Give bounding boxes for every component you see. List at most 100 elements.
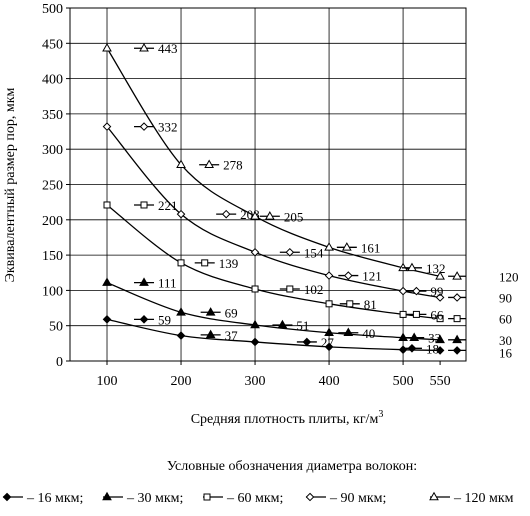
data-point (398, 286, 408, 296)
legend-entry: – 60 мкм; (226, 491, 283, 506)
data-label: 121 (362, 269, 382, 284)
legend-entry: – 16 мкм; (26, 491, 83, 506)
data-label: 139 (219, 256, 239, 271)
series-line (106, 126, 441, 299)
data-label: 27 (321, 335, 335, 350)
data-point (324, 271, 334, 280)
data-point (102, 43, 112, 52)
legend-entry: – 30 мкм; (126, 491, 183, 506)
data-label: 69 (225, 305, 238, 320)
callout-marker (201, 259, 209, 267)
x-tick-label: 400 (319, 374, 340, 389)
data-point (250, 247, 260, 257)
y-tick-label: 350 (42, 108, 63, 123)
series-30: 111 69 37 51 40 33 (102, 276, 445, 346)
series-end-label: 90 (499, 290, 512, 305)
y-tick-label: 450 (42, 37, 63, 52)
data-label: 66 (430, 307, 444, 322)
data-point (103, 201, 111, 209)
x-axis-label: Средняя плотность плиты, кг/м3 (191, 409, 384, 427)
end-label-marker (452, 293, 462, 302)
data-label: 102 (304, 282, 324, 297)
callout-marker (285, 247, 295, 257)
end-label-marker (452, 334, 462, 344)
callout-marker (139, 43, 149, 52)
data-label: 111 (158, 276, 177, 291)
data-point (324, 327, 334, 337)
x-tick-label: 200 (171, 374, 192, 389)
callout-marker (277, 319, 288, 329)
data-label: 33 (428, 331, 441, 346)
axis-tick-labels: 0 50 100 150 200 250 300 350 400 450 500 100 200 300 4… (42, 2, 451, 389)
y-tick-label: 150 (42, 249, 63, 264)
series-line (106, 47, 441, 277)
legend-title: Условные обозначения диаметра волокон: (167, 459, 417, 474)
legend-entry: – 120 мкм (453, 491, 514, 506)
y-tick-label: 0 (56, 355, 63, 370)
callout-marker (139, 122, 149, 131)
callout-marker (343, 327, 354, 337)
data-point (176, 307, 186, 316)
callout-marker (264, 211, 275, 220)
series-line (106, 204, 441, 320)
callout-marker (344, 271, 353, 280)
y-tick-label: 250 (42, 179, 63, 194)
data-label: 99 (430, 284, 443, 299)
data-point (435, 271, 445, 280)
y-tick-label: 200 (42, 214, 63, 229)
chart-legend: – 16 мкм; – 30 мкм; – 60 мкм; – 90 мкм; – 12… (2, 491, 514, 506)
callout-marker (407, 262, 417, 272)
data-label: 40 (362, 326, 375, 341)
data-point (398, 345, 408, 355)
data-point (251, 285, 259, 293)
end-label-marker (453, 315, 461, 323)
series-line (106, 318, 441, 352)
data-point (250, 211, 260, 220)
data-label: 154 (304, 245, 324, 260)
data-point (176, 159, 186, 169)
data-label: 332 (158, 120, 178, 135)
x-tick-label: 300 (245, 374, 266, 389)
series-end-label: 30 (499, 333, 512, 348)
callout-marker (205, 329, 216, 339)
x-tick-label: 550 (430, 374, 451, 389)
series-16: 59 27 18 (102, 312, 445, 356)
data-point (435, 334, 445, 344)
series-end-label: 60 (499, 312, 512, 327)
y-tick-label: 400 (42, 73, 63, 88)
data-point (250, 319, 260, 329)
data-point (399, 310, 407, 318)
data-point (398, 262, 408, 272)
callout-marker (302, 337, 312, 347)
data-point (102, 277, 112, 286)
data-point (177, 259, 185, 267)
y-tick-label: 100 (42, 284, 63, 299)
legend-entry: – 90 мкм; (329, 491, 386, 506)
callout-marker (205, 307, 216, 316)
callout-marker (140, 201, 148, 209)
data-label: 221 (158, 198, 178, 213)
series-60: 221 139 102 81 66 (103, 198, 444, 322)
y-tick-label: 500 (42, 2, 63, 17)
series-end-label: 120 (499, 269, 519, 284)
callout-marker (286, 285, 294, 293)
callout-marker (407, 343, 417, 353)
legend-marker (2, 492, 12, 502)
data-point (250, 337, 260, 347)
end-label-marker (452, 346, 462, 355)
callout-marker (409, 332, 420, 342)
x-tick-label: 500 (393, 374, 414, 389)
data-label: 443 (158, 41, 178, 56)
data-label: 59 (158, 312, 171, 327)
data-point (435, 346, 445, 355)
data-point (324, 342, 334, 352)
end-label-marker (452, 271, 462, 280)
data-point (398, 332, 408, 342)
data-label: 205 (284, 209, 304, 224)
callout-marker (204, 159, 215, 169)
x-tick-label: 100 (97, 374, 118, 389)
